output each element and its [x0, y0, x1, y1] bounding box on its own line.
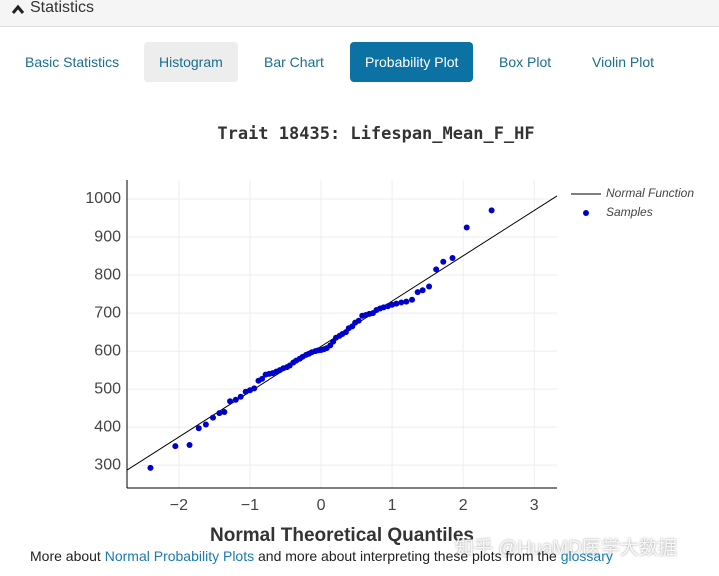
- footer-text: and more about interpreting these plots …: [258, 548, 557, 564]
- tab[interactable]: Histogram: [144, 42, 238, 82]
- watermark: 知乎 @HuaMD医学大数据: [455, 538, 677, 559]
- sample-point: [237, 393, 244, 400]
- y-tick-label: 600: [94, 342, 121, 359]
- section-header[interactable]: Statistics: [0, 0, 719, 27]
- sample-point: [393, 300, 400, 307]
- sample-point: [259, 375, 266, 382]
- tab[interactable]: Violin Plot: [592, 54, 655, 70]
- sample-point: [419, 287, 426, 294]
- sample-point: [440, 258, 447, 265]
- sample-point: [409, 296, 416, 303]
- tab-active[interactable]: Probability Plot: [350, 42, 474, 82]
- sample-point: [210, 414, 216, 421]
- y-tick-label: 500: [94, 380, 121, 397]
- x-tick-label: 1: [388, 497, 397, 514]
- sample-point: [186, 442, 193, 449]
- tab[interactable]: Box Plot: [499, 54, 552, 70]
- link[interactable]: Normal Probability Plots: [104, 548, 255, 564]
- y-tick-label: 400: [94, 418, 121, 435]
- sample-point: [398, 299, 405, 306]
- sample-point: [463, 224, 470, 231]
- legend-label: Normal Function: [606, 186, 694, 200]
- y-tick-label: 800: [94, 266, 121, 283]
- sample-point: [414, 289, 421, 296]
- link[interactable]: glossary: [560, 548, 613, 564]
- sample-point: [227, 398, 234, 405]
- sample-point: [433, 266, 440, 273]
- sample-point: [147, 464, 154, 471]
- footer: More about Normal Probability Plots and …: [30, 548, 613, 564]
- section-title: Statistics: [30, 0, 95, 16]
- y-tick-label: 900: [94, 228, 121, 245]
- legend-marker: [583, 210, 589, 216]
- caret-icon: [11, 4, 25, 14]
- y-tick-label: 300: [94, 456, 121, 473]
- x-tick-label: 0: [317, 497, 326, 514]
- x-tick-label: −1: [241, 497, 259, 514]
- x-tick-label: 2: [459, 497, 468, 514]
- tab[interactable]: Basic Statistics: [25, 54, 120, 70]
- sample-point: [426, 283, 433, 290]
- sample-point: [172, 443, 179, 450]
- sample-point: [251, 385, 258, 392]
- sample-point: [403, 298, 410, 305]
- y-tick-label: 700: [94, 304, 121, 321]
- x-axis-label: Normal Theoretical Quantiles: [210, 525, 474, 546]
- sample-point: [449, 254, 456, 261]
- y-tick-label: 1000: [85, 190, 121, 207]
- sample-point: [232, 396, 239, 403]
- sample-point: [221, 408, 228, 415]
- footer-text: More about: [30, 548, 101, 564]
- legend-label: Samples: [606, 205, 653, 219]
- x-tick-label: 3: [530, 497, 539, 514]
- sample-point: [488, 207, 495, 214]
- sample-point: [216, 410, 223, 417]
- x-tick-label: −2: [170, 497, 188, 514]
- tab[interactable]: Bar Chart: [264, 54, 324, 70]
- sample-point: [195, 425, 202, 432]
- chart-title: Trait 18435: Lifespan_Mean_F_HF: [217, 124, 534, 144]
- sample-point: [202, 421, 209, 428]
- sample-point: [355, 317, 362, 324]
